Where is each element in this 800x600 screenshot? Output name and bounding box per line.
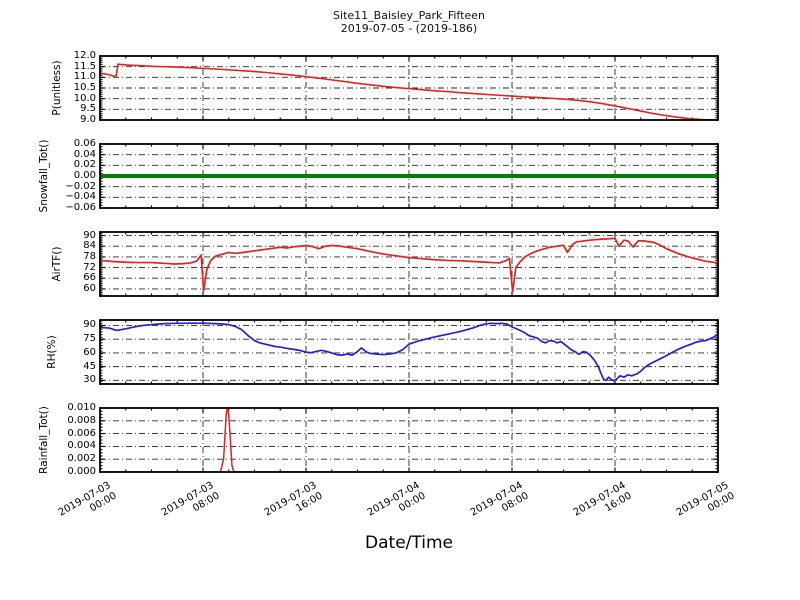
panel-snowfall-plot <box>99 143 719 209</box>
panel-rh-ytick-label: 45 <box>83 360 96 372</box>
panel-snowfall-ytick-label: 0.06 <box>73 138 96 149</box>
panel-rainfall-ytick-label: 0.010 <box>67 402 96 413</box>
panel-frame <box>99 143 719 209</box>
rainfall-series-line <box>100 408 718 472</box>
panel-snowfall-ytick-label: 0.04 <box>73 148 96 160</box>
grid-lines <box>100 320 718 384</box>
panel-rainfall-plot <box>99 407 719 473</box>
panel-p-unitless-ytick-label: 12.0 <box>73 50 96 61</box>
x-tick-label: 2019-07-04 08:00 <box>469 480 531 529</box>
panel-rainfall-ytick-label: 0.000 <box>67 466 96 477</box>
x-tick-label: 2019-07-03 08:00 <box>160 480 222 529</box>
x-tick-label: 2019-07-05 00:00 <box>675 480 737 529</box>
x-tick-label: 2019-07-04 16:00 <box>572 480 634 529</box>
chart-title-line2: 2019-07-05 - (2019-186) <box>340 22 478 35</box>
panel-rh-plot <box>99 319 719 385</box>
panel-airtf-plot <box>99 231 719 297</box>
panel-p-unitless-ytick-label: 9.0 <box>80 114 96 125</box>
panel-rh-ytick-label: 30 <box>83 374 96 386</box>
panel-p-unitless-ytick-label: 10.0 <box>73 92 96 104</box>
panel-p-unitless-plot <box>99 55 719 121</box>
panel-frame <box>99 319 719 385</box>
panel-airtf-ytick-label: 90 <box>83 229 96 241</box>
panel-airtf-ytick-label: 72 <box>83 261 96 273</box>
panel-rh-ytick-label: 90 <box>83 319 96 331</box>
panel-rh-ylabel: RH(%) <box>46 335 58 369</box>
panel-snowfall-ytick-label: 0.02 <box>73 159 96 171</box>
panel-airtf-ylabel: AirTF() <box>51 246 63 282</box>
panel-airtf-ytick-label: 60 <box>83 282 96 294</box>
rh-series-line <box>100 322 718 382</box>
panel-rainfall-ytick-label: 0.004 <box>67 440 96 452</box>
x-axis-title: Date/Time <box>365 533 453 553</box>
x-tick-label: 2019-07-03 16:00 <box>263 480 325 529</box>
x-tick-label: 2019-07-04 00:00 <box>366 480 428 529</box>
grid-lines <box>100 408 718 472</box>
panel-frame <box>99 407 719 473</box>
panel-airtf-ytick-label: 66 <box>83 272 96 284</box>
panel-rainfall-ytick-label: 0.008 <box>67 414 96 426</box>
airtf-series-line <box>100 237 718 293</box>
panel-frame <box>99 231 719 297</box>
panel-snowfall-ylabel: Snowfall_Tot() <box>38 139 50 213</box>
panel-rainfall-ytick-label: 0.002 <box>67 453 96 465</box>
panel-rh-ytick-label: 75 <box>83 333 96 345</box>
p-unitless-series-line <box>100 63 718 120</box>
panel-snowfall-ytick-label: −0.02 <box>65 180 96 192</box>
panel-rh-ytick-label: 60 <box>83 346 96 358</box>
panel-snowfall-ytick-label: −0.06 <box>65 202 96 213</box>
panel-snowfall-ytick-label: 0.00 <box>73 170 96 181</box>
panel-p-unitless-ylabel: P(unitless) <box>51 60 63 116</box>
panel-p-unitless-ytick-label: 9.5 <box>80 103 96 115</box>
chart-title-line1: Site11_Baisley_Park_Fifteen <box>333 9 485 22</box>
chart-title: Site11_Baisley_Park_Fifteen 2019-07-05 -… <box>100 9 718 35</box>
x-tick-label: 2019-07-03 00:00 <box>57 480 119 529</box>
panel-frame <box>99 55 719 121</box>
grid-lines <box>100 232 718 296</box>
panel-p-unitless-ytick-label: 11.0 <box>73 71 96 83</box>
panel-rainfall-ylabel: Rainfall_Tot() <box>38 406 50 474</box>
panel-rainfall-ytick-label: 0.006 <box>67 427 96 439</box>
panel-airtf-ytick-label: 78 <box>83 250 96 262</box>
panel-airtf-ytick-label: 84 <box>83 240 96 252</box>
panel-p-unitless-ytick-label: 10.5 <box>73 82 96 93</box>
panel-p-unitless-ytick-label: 11.5 <box>73 60 96 72</box>
panel-snowfall-ytick-label: −0.04 <box>65 191 96 203</box>
